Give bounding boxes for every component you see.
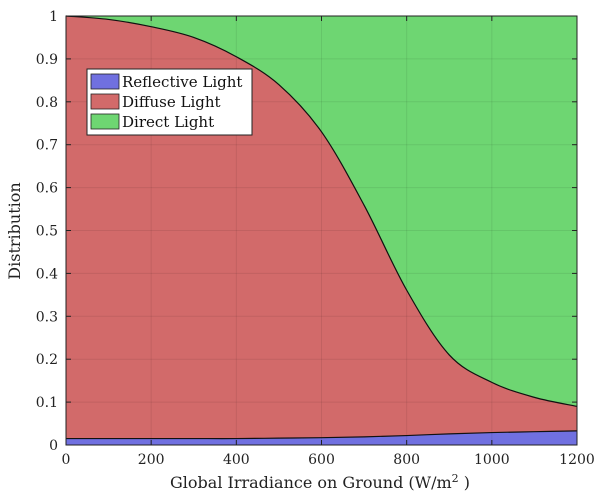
legend-label-reflective-light: Reflective Light (122, 73, 242, 91)
boundary-diffuse-light (65, 15, 578, 407)
boundary-lines (65, 15, 578, 440)
x-tick-label: 0 (62, 452, 71, 468)
legend-swatch-reflective-light (90, 73, 120, 90)
y-tick-label: 0 (49, 438, 58, 454)
x-axis-label-superscript: 2 (452, 472, 459, 485)
legend: Reflective Light Diffuse Light Direct Ligh… (86, 68, 253, 136)
y-tick-label: 0.6 (36, 181, 58, 197)
x-axis-ticks: 0 200 400 600 800 1000 1200 (62, 16, 595, 468)
y-tick-label: 0.1 (36, 395, 58, 411)
y-tick-label: 1 (49, 9, 58, 25)
y-tick-label: 0.7 (36, 138, 58, 154)
x-tick-label: 400 (223, 452, 250, 468)
legend-swatch-direct-light (90, 113, 120, 130)
x-axis-label-main: Global Irradiance on Ground (W/m (170, 473, 452, 492)
legend-label-direct-light: Direct Light (122, 113, 214, 131)
x-axis-label-close: ) (459, 473, 470, 492)
boundary-reflective-light (66, 430, 578, 440)
y-tick-label: 0.4 (36, 266, 58, 282)
x-tick-label: 1200 (559, 452, 595, 468)
x-axis-label: Global Irradiance on Ground (W/m2 ) (170, 472, 470, 492)
x-tick-label: 800 (393, 452, 420, 468)
x-tick-label: 200 (138, 452, 165, 468)
legend-label-diffuse-light: Diffuse Light (122, 93, 221, 111)
x-tick-label: 600 (308, 452, 335, 468)
y-axis-ticks: 0 0.1 0.2 0.3 0.4 0.5 0.6 0.7 0.8 0.9 1 (36, 9, 577, 454)
y-tick-label: 0.8 (36, 95, 58, 111)
area-direct-light (66, 16, 577, 407)
x-tick-label: 1000 (474, 452, 510, 468)
y-tick-label: 0.2 (36, 352, 58, 368)
y-axis-label: Distribution (5, 182, 24, 279)
y-tick-label: 0.5 (36, 224, 58, 240)
y-tick-label: 0.9 (36, 52, 58, 68)
y-tick-label: 0.3 (36, 309, 58, 325)
legend-swatch-diffuse-light (90, 93, 120, 110)
